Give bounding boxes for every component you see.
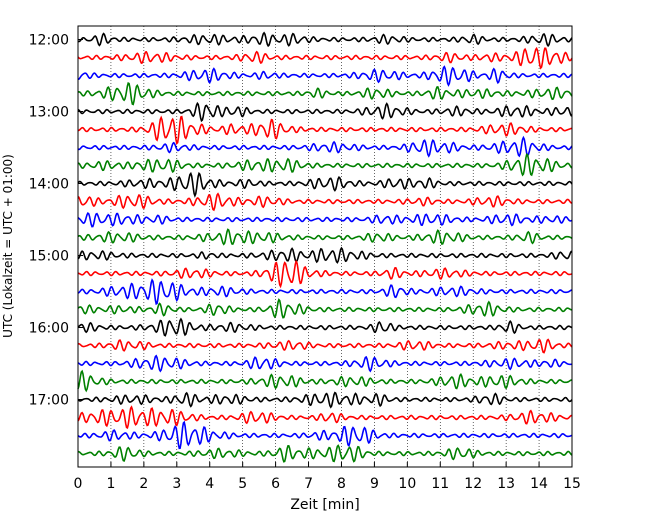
trace-line — [77, 420, 573, 450]
trace-line — [77, 115, 573, 145]
trace-line — [77, 369, 573, 393]
x-tick-label: 8 — [337, 476, 346, 492]
x-tick-label: 9 — [370, 476, 379, 492]
y-tick-label: 17:00 — [29, 393, 69, 409]
trace-line — [77, 298, 573, 319]
trace-line — [77, 192, 573, 212]
trace-line — [77, 65, 573, 87]
trace-line — [77, 338, 573, 354]
x-tick-label: 4 — [205, 476, 214, 492]
trace-line — [77, 278, 573, 306]
y-tick-label: 14:00 — [29, 177, 69, 193]
x-tick-label: 10 — [398, 476, 416, 492]
x-tick-label: 5 — [238, 476, 247, 492]
x-tick-label: 6 — [271, 476, 280, 492]
x-tick-label: 13 — [497, 476, 515, 492]
trace-line — [77, 153, 573, 177]
trace-line — [77, 135, 573, 158]
trace-line — [77, 228, 573, 246]
trace-line — [77, 354, 573, 373]
x-tick-label: 1 — [106, 476, 115, 492]
trace-line — [77, 246, 573, 264]
x-tick-label: 15 — [563, 476, 581, 492]
trace-line — [77, 317, 573, 337]
trace-line — [77, 31, 573, 48]
y-axis: 12:00 13:00 14:00 15:00 16:00 17:00 — [29, 33, 83, 409]
trace-line — [77, 444, 573, 463]
x-tick-label: 12 — [464, 476, 482, 492]
x-axis: 0 1 2 3 4 5 6 7 8 9 10 11 12 13 14 15 — [74, 462, 581, 492]
y-tick-label: 12:00 — [29, 33, 69, 49]
trace-line — [77, 46, 573, 70]
y-tick-label: 15:00 — [29, 249, 69, 265]
trace-line — [77, 405, 573, 430]
x-tick-label: 14 — [530, 476, 548, 492]
y-axis-title: UTC (Lokalzeit = UTC + 01:00) — [1, 154, 15, 338]
x-tick-label: 7 — [304, 476, 313, 492]
trace-line — [77, 171, 573, 198]
plot-frame — [77, 25, 573, 468]
trace-layer — [77, 31, 573, 463]
x-tick-label: 0 — [74, 476, 83, 492]
trace-line — [77, 211, 573, 228]
trace-line — [77, 81, 573, 106]
x-tick-label: 3 — [172, 476, 181, 492]
x-tick-label: 2 — [139, 476, 148, 492]
x-tick-label: 11 — [431, 476, 449, 492]
x-axis-title: Zeit [min] — [290, 497, 359, 513]
y-tick-label: 13:00 — [29, 105, 69, 121]
trace-line — [77, 101, 573, 123]
trace-line — [77, 259, 573, 289]
trace-line — [77, 391, 573, 409]
y-tick-label: 16:00 — [29, 321, 69, 337]
